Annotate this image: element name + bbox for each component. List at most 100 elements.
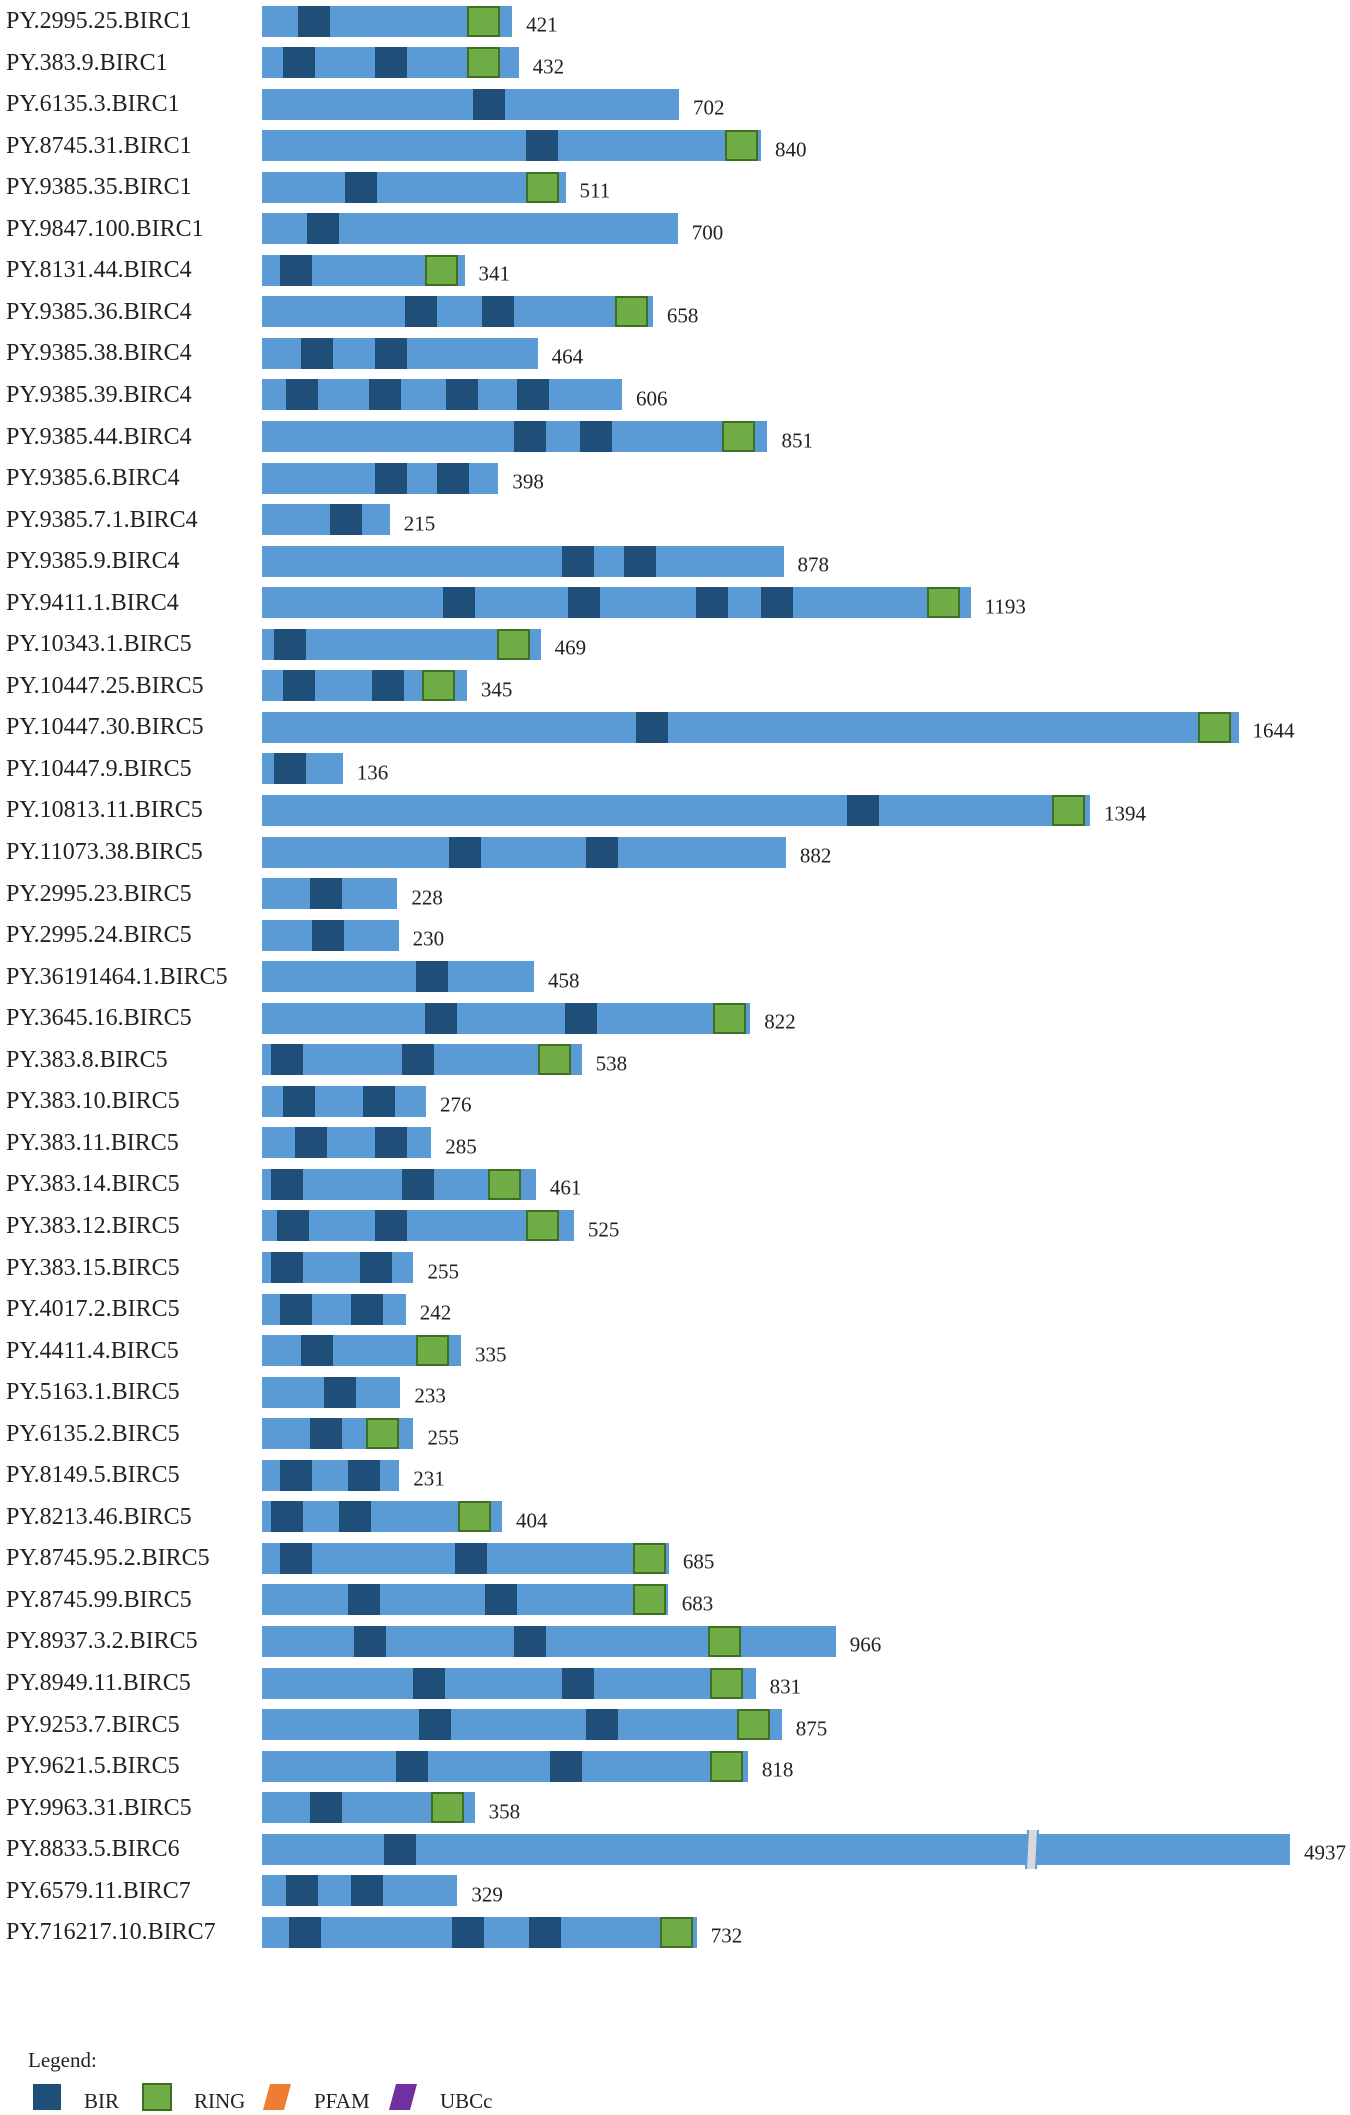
protein-label: PY.2995.23.BIRC5 [6, 880, 192, 907]
bir-domain [374, 47, 407, 79]
protein-bar [262, 1044, 582, 1076]
bir-domain [413, 1667, 446, 1699]
protein-bar [262, 1709, 782, 1741]
ring-domain [526, 171, 560, 203]
protein-bar [262, 1542, 669, 1574]
protein-length: 345 [480, 677, 513, 702]
bir-domain [360, 1252, 392, 1283]
ring-domain [526, 1210, 560, 1242]
protein-bar [262, 961, 535, 993]
protein-label: PY.9385.39.BIRC4 [6, 381, 192, 408]
ring-domain [713, 1002, 747, 1034]
bir-domain [472, 88, 505, 120]
protein-length: 461 [549, 1175, 582, 1200]
protein-bar [262, 171, 566, 203]
protein-label: PY.383.9.BIRC1 [6, 49, 168, 76]
ring-domain [1052, 794, 1086, 826]
protein-length: 421 [526, 12, 558, 37]
bir-domain [624, 545, 657, 577]
bir-domain [270, 1168, 303, 1200]
ring-domain [416, 1335, 450, 1367]
ring-domain [431, 1792, 465, 1824]
bir-domain [354, 1625, 387, 1657]
protein-bar [262, 1252, 414, 1283]
protein-length: 700 [691, 220, 724, 245]
bir-domain [529, 1916, 562, 1948]
protein-length: 538 [595, 1051, 628, 1076]
bir-domain [348, 1584, 381, 1616]
protein-label: PY.2995.25.BIRC1 [6, 8, 192, 34]
protein-bar [262, 1293, 406, 1325]
bir-domain [585, 836, 618, 868]
protein-label: PY.9963.31.BIRC5 [6, 1794, 192, 1821]
bir-domain [273, 628, 306, 660]
protein-label: PY.8745.95.2.BIRC5 [6, 1545, 210, 1572]
bir-domain [374, 337, 407, 369]
protein-length: 658 [666, 303, 699, 328]
bir-domain [285, 1875, 318, 1907]
protein-bar [262, 1625, 836, 1657]
protein-bar [262, 670, 467, 702]
protein-bar [262, 296, 653, 328]
bir-domain [449, 836, 482, 868]
protein-length: 285 [445, 1134, 477, 1159]
protein-length: 511 [579, 178, 611, 203]
protein-label: PY.8131.44.BIRC4 [6, 257, 192, 284]
bir-domain [270, 1044, 303, 1076]
bir-domain [351, 1293, 384, 1325]
protein-bar [262, 1418, 414, 1450]
protein-bar [262, 919, 399, 951]
protein-label: PY.8745.99.BIRC5 [6, 1586, 192, 1613]
ring-domain [487, 1168, 521, 1200]
ring-domain [458, 1501, 492, 1533]
protein-length: 525 [587, 1217, 620, 1242]
protein-bar [262, 1750, 748, 1782]
bir-domain [270, 1252, 303, 1283]
bir-domain [526, 130, 559, 162]
protein-length: 398 [512, 469, 544, 494]
bir-domain [481, 296, 514, 328]
protein-bar [262, 628, 541, 660]
bir-domain [564, 1002, 597, 1034]
bir-domain [374, 1210, 407, 1242]
protein-length: 341 [478, 261, 511, 286]
protein-length: 458 [548, 968, 580, 993]
protein-length: 683 [681, 1591, 714, 1616]
protein-label: PY.6135.2.BIRC5 [6, 1420, 180, 1447]
protein-label: PY.11073.38.BIRC5 [6, 839, 203, 865]
bir-domain [636, 711, 669, 743]
bir-domain [452, 1916, 485, 1948]
protein-length: 230 [412, 926, 445, 951]
protein-length: 228 [411, 885, 443, 910]
protein-length: 685 [682, 1549, 715, 1574]
protein-bar [262, 504, 390, 536]
bir-domain [374, 462, 407, 494]
protein-label: PY.10447.25.BIRC5 [6, 672, 204, 699]
protein-bar [262, 753, 343, 785]
bir-domain [285, 379, 318, 411]
legend-label: RING [194, 2089, 246, 2113]
bir-domain [273, 753, 306, 785]
protein-bar [262, 213, 678, 245]
bir-domain [419, 1709, 452, 1741]
ring-domain [615, 296, 649, 328]
bir-domain [309, 1792, 342, 1824]
protein-bar [262, 130, 761, 162]
ring-domain [722, 421, 756, 452]
protein-length: 875 [795, 1716, 828, 1741]
ring-domain [1197, 711, 1231, 743]
bir-domain [270, 1501, 303, 1533]
protein-label: PY.2995.24.BIRC5 [6, 922, 192, 949]
protein-length: 469 [554, 635, 587, 660]
ring-domain [710, 1667, 744, 1699]
ring-domain [496, 628, 530, 660]
protein-label: PY.9385.38.BIRC4 [6, 340, 192, 367]
protein-label: PY.3645.16.BIRC5 [6, 1005, 192, 1032]
ring-domain [737, 1709, 771, 1741]
bir-domain [561, 1667, 594, 1699]
bir-domain [279, 1293, 312, 1325]
legend-title: Legend: [28, 2048, 97, 2072]
protein-bar [262, 587, 971, 619]
protein-label: PY.9385.9.BIRC4 [6, 548, 180, 575]
